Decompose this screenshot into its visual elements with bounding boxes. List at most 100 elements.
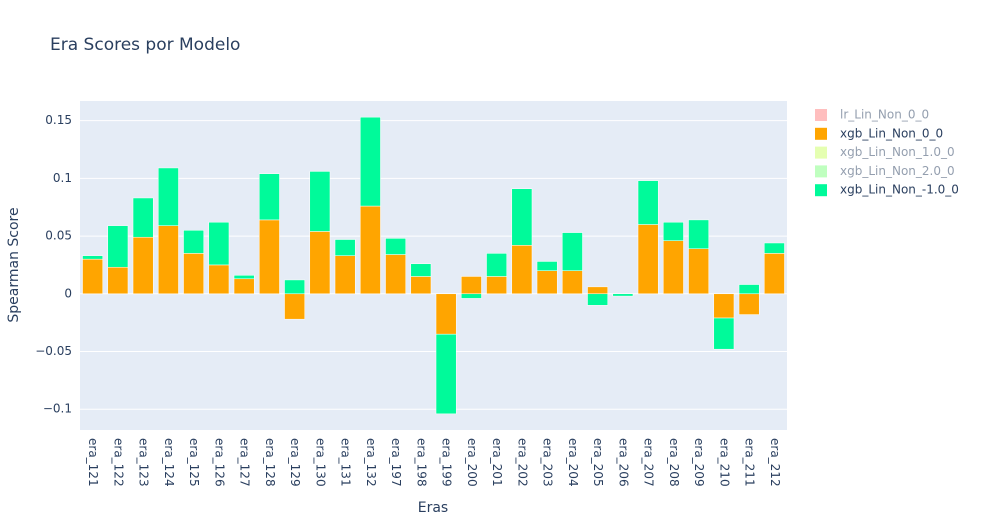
- x-tick-label: era_199: [440, 438, 454, 487]
- legend-label: lr_Lin_Non_0_0: [840, 108, 929, 122]
- x-tick-label: era_212: [768, 438, 782, 487]
- legend-item[interactable]: lr_Lin_Non_0_0: [815, 108, 929, 122]
- bar: [82, 255, 103, 260]
- bar: [511, 188, 533, 246]
- legend-item[interactable]: xgb_Lin_Non_-1.0_0: [815, 183, 959, 197]
- bar: [360, 205, 381, 295]
- bar: [713, 293, 735, 319]
- bar: [284, 293, 305, 320]
- y-tick-label: −0.1: [43, 402, 72, 416]
- bar: [259, 219, 280, 295]
- bar: [688, 248, 709, 295]
- bar: [435, 333, 457, 415]
- x-tick-label: era_200: [465, 438, 479, 487]
- x-tick-label: era_128: [263, 438, 277, 487]
- x-tick-label: era_131: [339, 438, 353, 487]
- bar: [284, 279, 305, 295]
- bar: [663, 240, 684, 295]
- legend-label: xgb_Lin_Non_-1.0_0: [840, 183, 959, 197]
- bar: [309, 231, 331, 295]
- y-tick-label: −0.05: [35, 344, 72, 358]
- x-axis-title: Eras: [418, 500, 448, 516]
- x-tick-label: era_206: [616, 438, 630, 487]
- bar: [587, 286, 608, 295]
- bar: [612, 293, 634, 297]
- x-tick-label: era_204: [566, 438, 580, 487]
- x-tick-label: era_211: [743, 438, 757, 487]
- bar: [158, 225, 179, 295]
- bar: [334, 255, 356, 295]
- bar: [688, 219, 709, 250]
- bar: [259, 173, 280, 221]
- x-tick-label: era_130: [313, 438, 327, 487]
- legend-swatch: [815, 109, 827, 121]
- x-tick-label: era_123: [137, 438, 151, 487]
- x-tick-label: era_125: [187, 438, 201, 487]
- x-tick-label: era_207: [642, 438, 656, 487]
- legend-label: xgb_Lin_Non_2.0_0: [840, 164, 955, 178]
- bar: [334, 239, 356, 256]
- legend-item[interactable]: xgb_Lin_Non_1.0_0: [815, 145, 955, 159]
- bar: [461, 293, 482, 299]
- bar: [233, 278, 255, 295]
- x-tick-label: era_198: [414, 438, 428, 487]
- bar: [385, 238, 406, 255]
- bar: [536, 270, 558, 295]
- bar: [410, 263, 432, 277]
- chart-title: Era Scores por Modelo: [50, 35, 240, 55]
- y-tick-label: 0: [64, 286, 72, 300]
- y-tick-label: 0.05: [45, 229, 72, 243]
- bar: [132, 236, 154, 295]
- bar: [233, 275, 255, 280]
- legend-item[interactable]: xgb_Lin_Non_0_0: [815, 126, 943, 140]
- bar: [486, 253, 507, 277]
- x-tick-label: era_121: [86, 438, 100, 487]
- bar: [486, 276, 507, 295]
- bar: [183, 230, 204, 254]
- bar: [410, 276, 432, 295]
- bar: [309, 171, 331, 232]
- x-tick-label: era_202: [515, 438, 529, 487]
- bar: [562, 270, 583, 295]
- bar: [461, 276, 482, 295]
- bar: [663, 221, 684, 241]
- bar: [738, 284, 760, 295]
- bar: [132, 197, 154, 238]
- legend-label: xgb_Lin_Non_1.0_0: [840, 145, 955, 159]
- legend-label: xgb_Lin_Non_0_0: [840, 126, 943, 140]
- x-tick-label: era_132: [364, 438, 378, 487]
- bar: [385, 254, 406, 295]
- x-tick-label: era_127: [238, 438, 252, 487]
- bar: [587, 293, 608, 306]
- bar: [764, 253, 785, 295]
- bar: [511, 245, 533, 295]
- x-tick-label: era_201: [490, 438, 504, 487]
- bar: [536, 261, 558, 271]
- x-tick-label: era_210: [717, 438, 731, 487]
- x-tick-label: era_129: [288, 438, 302, 487]
- bar: [183, 253, 204, 295]
- bar: [82, 258, 103, 295]
- legend-item[interactable]: xgb_Lin_Non_2.0_0: [815, 164, 955, 178]
- legend-swatch: [815, 146, 827, 159]
- x-tick-label: era_209: [692, 438, 706, 487]
- legend-swatch: [815, 127, 827, 140]
- bar: [107, 266, 129, 295]
- x-tick-label: era_122: [111, 438, 125, 487]
- bar: [158, 167, 179, 226]
- bar: [713, 317, 735, 350]
- y-tick-label: 0.1: [53, 171, 72, 185]
- bar: [738, 293, 760, 315]
- x-tick-label: era_124: [162, 438, 176, 487]
- bar: [107, 225, 129, 268]
- bar: [637, 224, 659, 295]
- y-tick-label: 0.15: [45, 113, 72, 127]
- legend-swatch: [815, 184, 827, 197]
- x-tick-label: era_208: [667, 438, 681, 487]
- bar: [208, 221, 230, 266]
- bar: [360, 116, 381, 207]
- x-tick-label: era_203: [541, 438, 555, 487]
- legend-swatch: [815, 165, 827, 178]
- x-tick-label: era_205: [591, 438, 605, 487]
